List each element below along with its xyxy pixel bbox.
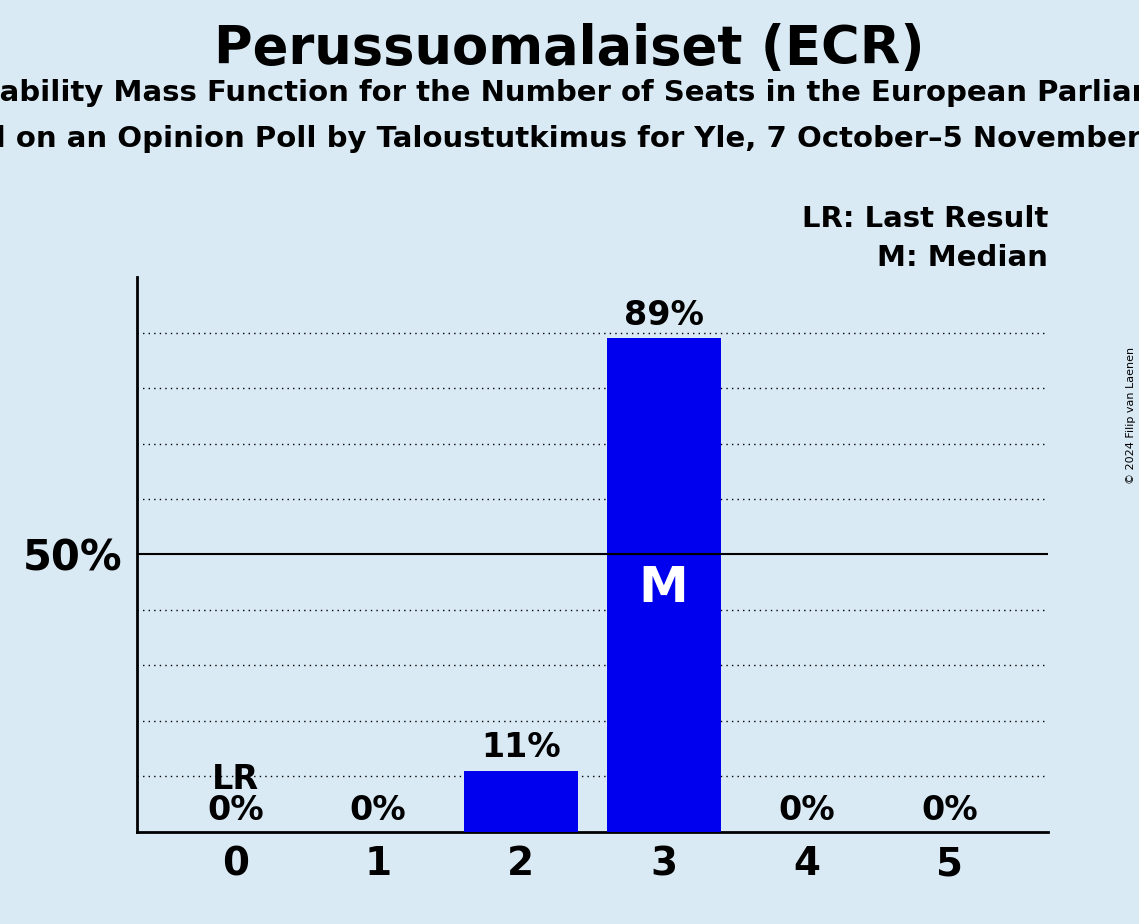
Text: 0%: 0% (921, 794, 977, 827)
Text: LR: Last Result: LR: Last Result (802, 205, 1048, 233)
Bar (607, 338, 721, 832)
Text: 0%: 0% (350, 794, 407, 827)
Text: Perussuomalaiset (ECR): Perussuomalaiset (ECR) (214, 23, 925, 75)
Text: Probability Mass Function for the Number of Seats in the European Parliament: Probability Mass Function for the Number… (0, 79, 1139, 106)
Text: M: M (639, 564, 689, 612)
Text: M: Median: M: Median (877, 244, 1048, 272)
Text: 0%: 0% (207, 794, 263, 827)
Bar (464, 771, 577, 832)
Text: LR: LR (212, 762, 259, 796)
Text: 11%: 11% (481, 731, 560, 764)
Text: © 2024 Filip van Laenen: © 2024 Filip van Laenen (1126, 347, 1136, 484)
Text: Based on an Opinion Poll by Taloustutkimus for Yle, 7 October–5 November 2024: Based on an Opinion Poll by Taloustutkim… (0, 125, 1139, 152)
Text: 89%: 89% (624, 298, 704, 332)
Text: 0%: 0% (778, 794, 835, 827)
